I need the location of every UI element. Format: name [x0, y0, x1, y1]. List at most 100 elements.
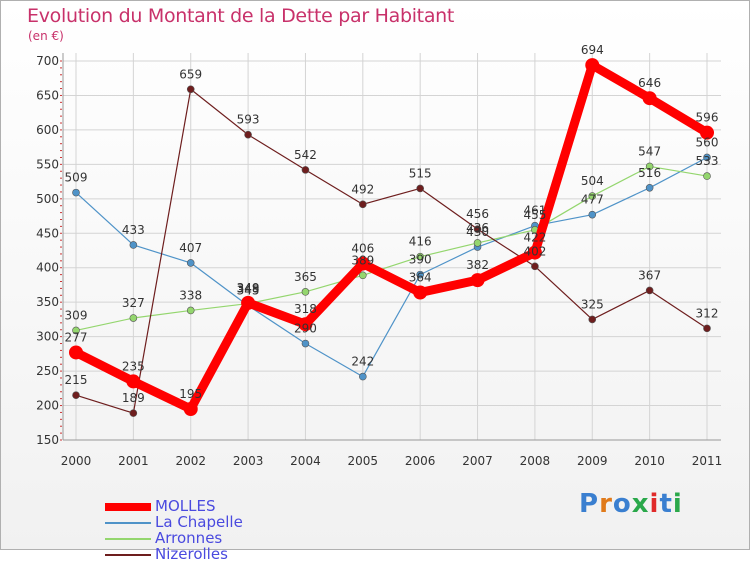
series-line-molles	[71, 60, 712, 414]
data-point	[183, 401, 198, 416]
series-line-la-chapelle	[75, 156, 708, 378]
data-point	[703, 172, 711, 180]
data-label: 436	[466, 221, 489, 235]
series-line-nizerolles	[75, 88, 708, 414]
logo-letter: i	[672, 489, 683, 519]
series-line-arronnes	[75, 165, 708, 332]
x-tick-label: 2008	[520, 454, 551, 468]
y-tick-label: 400	[36, 261, 59, 275]
legend-label: Nizerolles	[155, 545, 228, 563]
data-label: 348	[237, 282, 260, 296]
data-point	[186, 85, 195, 94]
data-label: 242	[351, 355, 374, 369]
data-point	[129, 241, 138, 249]
data-point	[301, 339, 310, 348]
x-tick-label: 2011	[692, 454, 723, 468]
data-label: 456	[466, 207, 489, 221]
data-point	[585, 58, 600, 73]
data-point	[241, 295, 256, 310]
data-label: 406	[351, 242, 374, 256]
data-point	[298, 317, 313, 332]
data-label: 416	[409, 235, 432, 249]
data-label: 277	[65, 330, 88, 344]
data-point	[588, 192, 597, 200]
logo-letter: t	[659, 489, 673, 519]
data-label: 318	[294, 302, 317, 316]
data-label: 327	[122, 296, 145, 310]
data-point	[359, 271, 367, 280]
data-label: 477	[581, 193, 604, 207]
data-label: 433	[122, 223, 145, 237]
data-point	[531, 262, 539, 271]
data-point	[301, 288, 310, 296]
x-tick-label: 2003	[233, 454, 264, 468]
data-point	[69, 345, 83, 360]
data-label: 492	[351, 182, 374, 196]
data-label: 593	[237, 113, 260, 127]
data-label: 547	[638, 144, 661, 158]
data-point	[645, 162, 654, 171]
data-point	[416, 270, 424, 279]
data-point	[301, 166, 310, 174]
legend-label: MOLLES	[155, 497, 216, 515]
y-tick-label: 200	[36, 399, 59, 413]
data-label: 215	[65, 373, 88, 387]
y-tick-label: 600	[36, 123, 59, 137]
data-label: 504	[581, 174, 604, 188]
data-label: 455	[523, 208, 546, 222]
chart-subtitle: (en €)	[28, 29, 64, 43]
data-label: 349	[237, 281, 260, 295]
data-label: 533	[696, 154, 719, 168]
data-point	[645, 183, 654, 192]
data-label: 325	[581, 297, 604, 311]
data-label: 659	[179, 67, 202, 81]
data-point	[473, 239, 482, 247]
data-point	[244, 130, 252, 139]
x-tick-label: 2001	[118, 454, 149, 468]
data-label: 290	[294, 322, 317, 336]
legend-swatch	[105, 538, 151, 540]
legend-swatch	[105, 522, 151, 524]
data-point	[700, 125, 714, 140]
data-label: 389	[351, 253, 374, 267]
data-label: 345	[237, 284, 260, 298]
data-point	[470, 273, 485, 288]
y-tick-label: 300	[36, 330, 59, 344]
x-tick-label: 2004	[290, 454, 321, 468]
data-point	[129, 409, 138, 417]
data-label: 407	[179, 241, 202, 255]
data-label: 516	[638, 166, 661, 180]
x-tick-label: 2000	[61, 454, 92, 468]
data-point	[416, 252, 424, 261]
x-tick-label: 2006	[405, 454, 436, 468]
logo-letter: r	[599, 489, 613, 519]
data-label: 402	[523, 244, 546, 258]
chart-title: Evolution du Montant de la Dette par Hab…	[27, 5, 455, 27]
x-tick-label: 2002	[175, 454, 206, 468]
data-point	[473, 225, 482, 233]
data-point	[413, 285, 428, 300]
data-point	[642, 91, 657, 106]
data-point	[186, 306, 195, 315]
data-point	[126, 374, 141, 389]
logo-letter: i	[649, 489, 660, 519]
data-label: 596	[696, 111, 719, 125]
y-tick-label: 350	[36, 295, 59, 309]
data-label: 309	[65, 308, 88, 322]
y-tick-label: 250	[36, 364, 59, 378]
data-label: 694	[581, 43, 604, 57]
logo-letter: o	[612, 489, 632, 519]
data-label: 365	[294, 270, 317, 284]
y-tick-label: 150	[36, 433, 59, 447]
x-tick-label: 2009	[577, 454, 608, 468]
data-point	[703, 153, 711, 162]
data-point	[359, 200, 367, 209]
proxiti-logo: Proxiti	[579, 489, 683, 519]
data-point	[416, 184, 424, 193]
logo-letter: x	[631, 489, 650, 519]
data-label: 560	[696, 135, 719, 149]
legend-swatch	[105, 554, 151, 556]
data-point	[72, 326, 80, 335]
legend-label: La Chapelle	[155, 513, 243, 531]
x-tick-label: 2007	[462, 454, 493, 468]
